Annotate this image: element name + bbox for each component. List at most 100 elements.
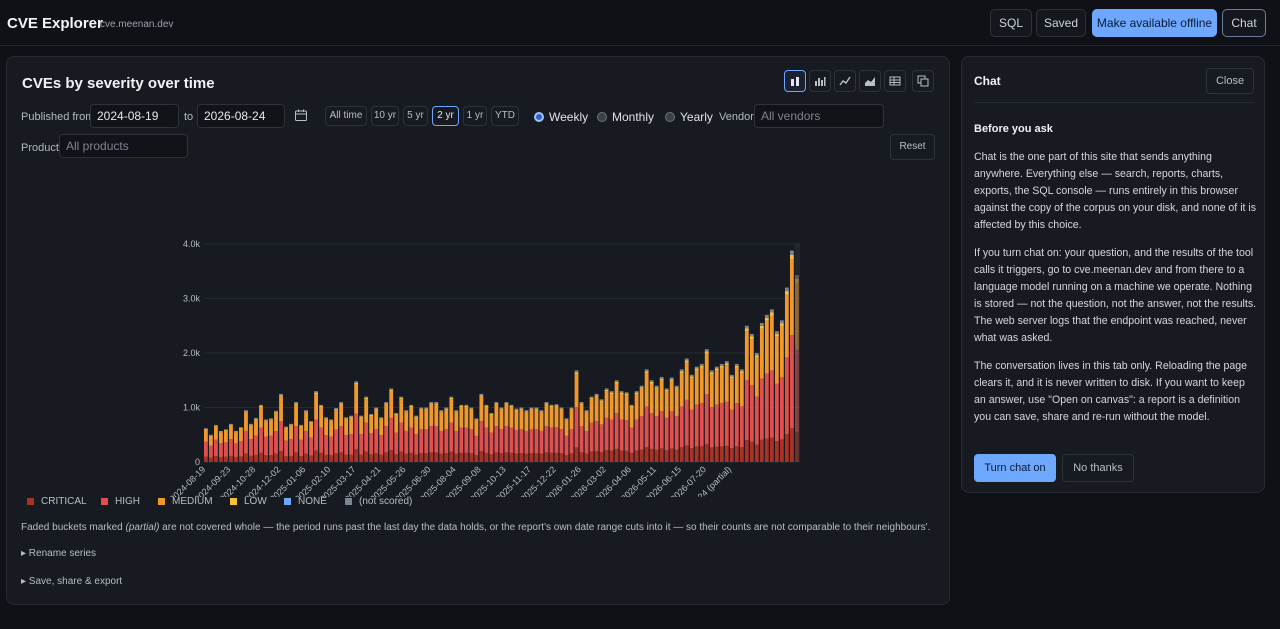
bar-segment[interactable] — [649, 383, 654, 413]
bar-segment[interactable] — [689, 448, 694, 462]
bar-segment[interactable] — [719, 446, 724, 462]
range-1yr[interactable]: 1 yr — [463, 106, 487, 126]
bar-segment[interactable] — [554, 452, 559, 462]
bar-segment[interactable] — [424, 408, 429, 410]
bar-segment[interactable] — [429, 402, 434, 404]
bar-segment[interactable] — [489, 414, 494, 433]
bar-segment[interactable] — [524, 453, 529, 462]
bar-segment[interactable] — [239, 427, 243, 428]
bar-segment[interactable] — [644, 371, 649, 374]
bar-segment[interactable] — [234, 432, 238, 444]
bar-segment[interactable] — [794, 432, 799, 462]
bar-segment[interactable] — [529, 429, 534, 454]
bar-segment[interactable] — [444, 453, 449, 462]
bar-segment[interactable] — [734, 403, 739, 447]
bar-segment[interactable] — [279, 421, 283, 452]
bar-segment[interactable] — [599, 451, 604, 462]
bar-segment[interactable] — [629, 405, 634, 408]
bar-segment[interactable] — [789, 335, 794, 429]
bar-segment[interactable] — [239, 427, 243, 429]
bar-segment[interactable] — [364, 396, 369, 398]
bar-segment[interactable] — [669, 377, 674, 380]
bar-segment[interactable] — [739, 371, 744, 374]
bar-segment[interactable] — [319, 404, 323, 406]
bar-segment[interactable] — [244, 412, 248, 431]
bar-segment[interactable] — [614, 383, 619, 413]
bar-segment[interactable] — [669, 411, 674, 449]
bar-segment[interactable] — [499, 408, 504, 410]
bar-segment[interactable] — [224, 429, 228, 430]
bar-segment[interactable] — [734, 446, 739, 462]
bar-segment[interactable] — [444, 409, 449, 430]
bar-segment[interactable] — [414, 415, 419, 417]
bar-segment[interactable] — [274, 412, 278, 432]
bar-segment[interactable] — [779, 376, 784, 440]
bar-segment[interactable] — [459, 407, 464, 428]
bar-segment[interactable] — [504, 426, 509, 453]
bar-segment[interactable] — [704, 353, 709, 395]
bar-segment[interactable] — [384, 403, 389, 405]
bar-segment[interactable] — [294, 402, 298, 404]
bar-segment[interactable] — [624, 392, 629, 394]
bar-segment[interactable] — [379, 419, 384, 436]
bar-segment[interactable] — [459, 404, 464, 406]
monthly-label[interactable]: Monthly — [612, 110, 655, 124]
bar-segment[interactable] — [359, 434, 364, 455]
bar-segment[interactable] — [374, 408, 379, 410]
bar-segment[interactable] — [444, 429, 449, 454]
bar-segment[interactable] — [549, 407, 554, 428]
bar-segment[interactable] — [399, 451, 404, 462]
bar-segment[interactable] — [324, 435, 329, 455]
bar-segment[interactable] — [234, 457, 238, 462]
bar-segment[interactable] — [544, 402, 549, 404]
bar-segment[interactable] — [754, 357, 759, 397]
calendar-icon[interactable] — [294, 108, 308, 125]
bar-segment[interactable] — [354, 449, 359, 462]
bar-segment[interactable] — [329, 419, 334, 421]
bar-segment[interactable] — [444, 407, 449, 409]
bar-segment[interactable] — [474, 455, 479, 462]
bar-segment[interactable] — [494, 403, 499, 405]
bar-segment[interactable] — [524, 411, 529, 413]
bar-segment[interactable] — [659, 410, 664, 449]
bar-segment[interactable] — [349, 434, 354, 455]
bar-segment[interactable] — [729, 448, 734, 462]
bar-segment[interactable] — [274, 410, 278, 412]
bar-segment[interactable] — [364, 422, 369, 452]
bar-segment[interactable] — [364, 397, 369, 400]
bar-segment[interactable] — [354, 413, 359, 450]
bar-segment[interactable] — [634, 391, 639, 393]
bar-segment[interactable] — [564, 420, 569, 436]
bar-segment[interactable] — [429, 404, 434, 427]
bar-segment[interactable] — [554, 405, 559, 407]
bar-segment[interactable] — [454, 411, 459, 413]
bar-segment[interactable] — [554, 406, 559, 428]
bar-segment[interactable] — [739, 406, 744, 448]
bar-segment[interactable] — [229, 439, 233, 456]
bar-segment[interactable] — [334, 410, 339, 430]
bar-segment[interactable] — [614, 380, 619, 382]
bar-segment[interactable] — [294, 426, 298, 453]
bar-segment[interactable] — [774, 336, 779, 384]
bar-segment[interactable] — [794, 275, 799, 279]
bar-segment[interactable] — [489, 412, 494, 414]
bar-segment[interactable] — [459, 452, 464, 462]
bar-segment[interactable] — [719, 365, 724, 368]
bar-segment[interactable] — [434, 402, 439, 404]
bar-segment[interactable] — [399, 396, 404, 398]
bar-segment[interactable] — [524, 430, 529, 454]
bar-segment[interactable] — [724, 363, 729, 366]
bar-segment[interactable] — [734, 367, 739, 404]
bar-segment[interactable] — [664, 450, 669, 462]
bar-segment[interactable] — [539, 410, 544, 412]
bar-segment[interactable] — [314, 450, 318, 462]
bar-segment[interactable] — [704, 349, 709, 352]
bar-segment[interactable] — [304, 430, 308, 454]
line-view-button[interactable] — [834, 70, 856, 92]
bar-segment[interactable] — [574, 447, 579, 462]
bar-segment[interactable] — [609, 450, 614, 462]
bar-segment[interactable] — [694, 368, 699, 371]
bar-segment[interactable] — [389, 391, 394, 418]
bar-segment[interactable] — [209, 445, 213, 458]
bar-segment[interactable] — [709, 447, 714, 462]
